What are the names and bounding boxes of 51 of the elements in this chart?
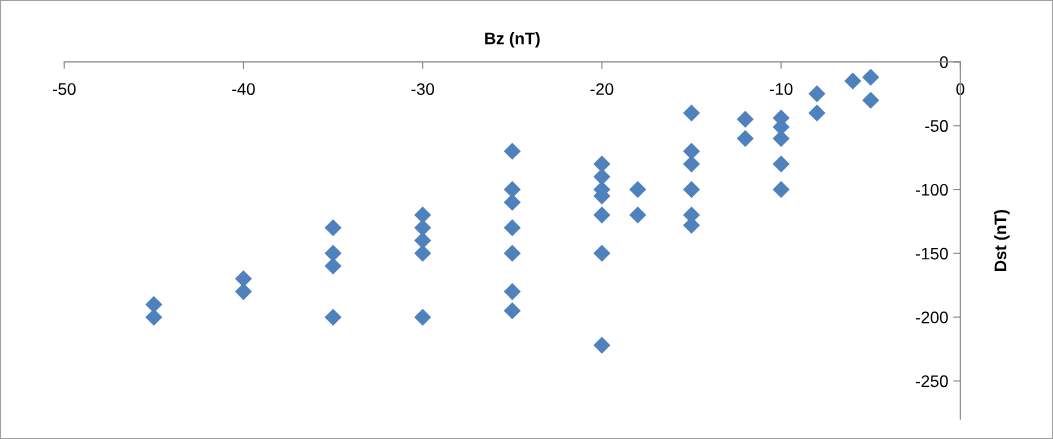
x-tick-label: -20 bbox=[590, 83, 614, 95]
point bbox=[808, 85, 826, 103]
point bbox=[503, 283, 521, 301]
point bbox=[808, 104, 826, 122]
y-tick-label: -150 bbox=[915, 247, 948, 260]
point bbox=[683, 155, 701, 173]
point bbox=[414, 308, 432, 326]
point bbox=[414, 244, 432, 262]
point bbox=[736, 110, 754, 128]
x-tick-label: -50 bbox=[52, 83, 76, 95]
y-tick-label: -100 bbox=[915, 183, 948, 196]
y-axis-title: Dst (nT) bbox=[994, 209, 1010, 271]
point bbox=[324, 219, 342, 237]
y-tick-label: -250 bbox=[915, 375, 948, 388]
point bbox=[772, 155, 790, 173]
point bbox=[736, 129, 754, 147]
point bbox=[414, 206, 432, 224]
x-tick-label: -30 bbox=[411, 83, 435, 95]
point bbox=[503, 142, 521, 160]
point bbox=[683, 181, 701, 199]
point bbox=[503, 244, 521, 262]
x-tick-label: -10 bbox=[769, 83, 793, 95]
point bbox=[593, 206, 611, 224]
x-tick-label: 0 bbox=[956, 83, 965, 95]
point bbox=[772, 181, 790, 199]
point bbox=[844, 72, 862, 90]
y-tick-label: -50 bbox=[925, 120, 948, 132]
point bbox=[145, 308, 163, 326]
point bbox=[324, 244, 342, 262]
point bbox=[503, 302, 521, 320]
x-axis-title: Bz (nT) bbox=[485, 32, 540, 48]
point bbox=[324, 308, 342, 326]
point bbox=[324, 257, 342, 275]
point bbox=[629, 206, 647, 224]
point bbox=[683, 104, 701, 122]
x-tick-label: -40 bbox=[232, 83, 255, 95]
point bbox=[593, 155, 611, 173]
y-tick-label: 0 bbox=[939, 56, 948, 69]
point bbox=[593, 244, 611, 262]
point bbox=[145, 295, 163, 313]
y-tick-label: -200 bbox=[915, 311, 948, 324]
point bbox=[593, 336, 611, 354]
point bbox=[503, 219, 521, 237]
point bbox=[629, 181, 647, 199]
point bbox=[234, 283, 252, 301]
point bbox=[862, 68, 880, 86]
point bbox=[503, 193, 521, 211]
point bbox=[234, 270, 252, 288]
point bbox=[414, 219, 432, 237]
point bbox=[862, 91, 880, 109]
point bbox=[683, 142, 701, 160]
